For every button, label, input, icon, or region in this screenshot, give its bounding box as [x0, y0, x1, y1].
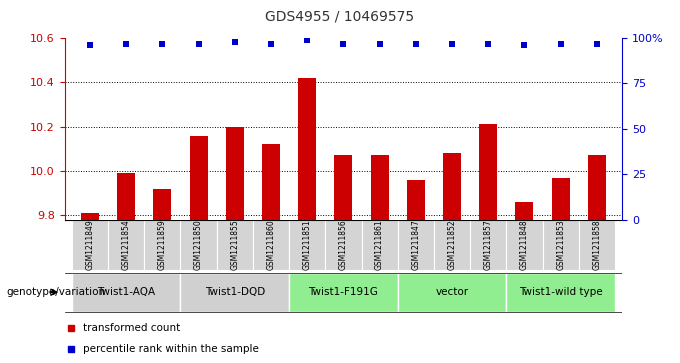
Text: GSM1211859: GSM1211859	[158, 220, 167, 270]
Bar	[507, 273, 615, 312]
Bar	[507, 220, 543, 270]
Text: GSM1211854: GSM1211854	[122, 220, 131, 270]
Bar	[579, 220, 615, 270]
Bar	[289, 220, 325, 270]
Text: Twist1-wild type: Twist1-wild type	[519, 287, 602, 297]
Bar	[253, 220, 289, 270]
Text: vector: vector	[435, 287, 469, 297]
Bar	[407, 180, 425, 220]
Text: GSM1211861: GSM1211861	[375, 220, 384, 270]
Point	[374, 41, 385, 46]
Point	[266, 41, 277, 46]
Bar	[144, 220, 180, 270]
Bar	[72, 220, 108, 270]
Text: GSM1211860: GSM1211860	[267, 220, 275, 270]
Bar	[298, 78, 316, 220]
Text: Twist1-F191G: Twist1-F191G	[309, 287, 378, 297]
Bar	[180, 273, 289, 312]
Bar	[217, 220, 253, 270]
Bar	[398, 220, 434, 270]
Text: transformed count: transformed count	[83, 323, 181, 333]
Text: GSM1211850: GSM1211850	[194, 220, 203, 270]
Bar	[335, 155, 352, 220]
Bar	[588, 155, 606, 220]
Bar	[443, 153, 461, 220]
Point	[338, 41, 349, 46]
Bar	[398, 273, 507, 312]
Bar	[362, 220, 398, 270]
Text: GSM1211858: GSM1211858	[592, 220, 601, 270]
Text: GSM1211855: GSM1211855	[231, 220, 239, 270]
Text: GSM1211851: GSM1211851	[303, 220, 311, 270]
Point	[592, 41, 602, 46]
Text: GSM1211857: GSM1211857	[483, 220, 493, 270]
Text: GSM1211853: GSM1211853	[556, 220, 565, 270]
Bar	[371, 155, 389, 220]
Bar	[289, 273, 398, 312]
Bar	[325, 220, 362, 270]
Text: GSM1211847: GSM1211847	[411, 220, 420, 270]
Point	[121, 41, 132, 46]
Bar	[515, 202, 534, 220]
Text: GSM1211852: GSM1211852	[447, 220, 456, 270]
Bar	[117, 173, 135, 220]
Bar	[262, 144, 280, 220]
Text: percentile rank within the sample: percentile rank within the sample	[83, 344, 259, 354]
Point	[447, 41, 458, 46]
Bar	[108, 220, 144, 270]
Text: Twist1-DQD: Twist1-DQD	[205, 287, 265, 297]
Point	[519, 42, 530, 48]
Point	[229, 39, 240, 45]
Point	[555, 41, 566, 46]
Bar	[153, 189, 171, 220]
Text: GSM1211848: GSM1211848	[520, 220, 529, 270]
Text: genotype/variation: genotype/variation	[7, 287, 106, 297]
Bar	[190, 135, 207, 220]
Point	[84, 42, 95, 48]
Bar	[479, 125, 497, 220]
Point	[193, 41, 204, 46]
Point	[483, 41, 494, 46]
Text: GSM1211849: GSM1211849	[86, 220, 95, 270]
Bar	[543, 220, 579, 270]
Bar	[470, 220, 507, 270]
Text: GDS4955 / 10469575: GDS4955 / 10469575	[265, 9, 415, 23]
Bar	[226, 127, 244, 220]
Point	[157, 41, 168, 46]
Text: Twist1-AQA: Twist1-AQA	[97, 287, 155, 297]
Bar	[81, 213, 99, 220]
Bar	[180, 220, 217, 270]
Bar	[72, 273, 180, 312]
Point	[410, 41, 421, 46]
Point	[302, 37, 313, 43]
Bar	[434, 220, 470, 270]
Text: GSM1211856: GSM1211856	[339, 220, 348, 270]
Bar	[551, 178, 570, 220]
